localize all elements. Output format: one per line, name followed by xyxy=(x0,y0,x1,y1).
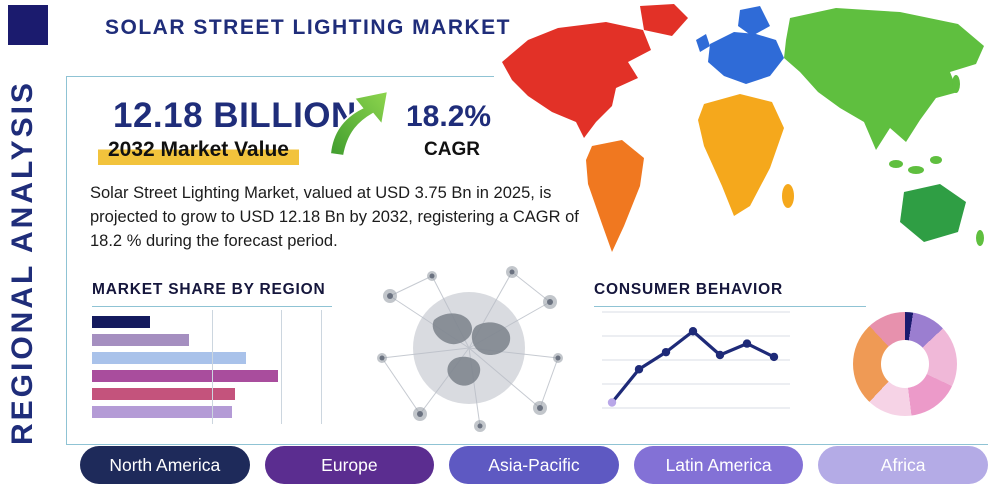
map-region-south-america xyxy=(586,140,644,252)
region-pill-latin-america[interactable]: Latin America xyxy=(633,446,804,484)
growth-arrow-icon xyxy=(328,89,390,158)
line-point-2 xyxy=(661,347,671,357)
consumer-behavior-line xyxy=(602,311,790,409)
donut-hole xyxy=(881,340,929,388)
map-region-australia xyxy=(900,184,966,242)
map-region-asia xyxy=(784,8,984,150)
map-region-greenland xyxy=(640,4,688,36)
market-share-section-title: MARKET SHARE BY REGION xyxy=(92,281,332,307)
region-pill-north-america[interactable]: North America xyxy=(80,446,250,484)
bar-chart-gridline xyxy=(320,310,322,424)
bar-chart-gridline xyxy=(280,310,282,424)
map-region-europe xyxy=(708,32,784,84)
line-point-5 xyxy=(742,339,752,348)
market-value-caption: 2032 Market Value xyxy=(98,137,299,165)
line-point-4 xyxy=(715,350,725,360)
map-region-uk xyxy=(696,34,710,52)
consumer-behavior-section-title: CONSUMER BEHAVIOR xyxy=(594,281,866,307)
region-pill-asia-pacific[interactable]: Asia-Pacific xyxy=(449,446,619,484)
bar-segment-0 xyxy=(92,316,150,328)
map-region-madagascar xyxy=(782,184,794,208)
market-share-bar-chart xyxy=(92,310,322,424)
panel-border-top xyxy=(66,76,494,77)
market-summary-text: Solar Street Lighting Market, valued at … xyxy=(90,184,579,250)
region-pill-africa[interactable]: Africa xyxy=(818,446,988,484)
region-pill-europe[interactable]: Europe xyxy=(264,446,435,484)
line-point-0 xyxy=(607,398,617,407)
region-pills: North America Europe Asia-Pacific Latin Ame… xyxy=(80,446,988,484)
bar-segment-3 xyxy=(92,370,279,382)
map-region-scandinavia xyxy=(738,6,770,36)
line-point-1 xyxy=(634,365,644,374)
bar-segment-2 xyxy=(92,352,247,364)
globe-network-graphic xyxy=(377,266,563,432)
line-point-3 xyxy=(688,327,698,336)
vertical-section-label: REGIONAL ANALYSIS xyxy=(6,80,39,446)
regional-share-donut xyxy=(853,312,957,416)
bar-segment-5 xyxy=(92,406,233,418)
map-region-islands xyxy=(889,75,984,246)
map-region-africa xyxy=(698,94,784,216)
bar-segment-1 xyxy=(92,334,189,346)
brand-logo-square xyxy=(8,5,48,45)
line-point-6 xyxy=(769,352,779,362)
panel-border-left xyxy=(66,76,67,445)
world-map xyxy=(502,4,984,252)
bar-chart-gridline xyxy=(211,310,213,424)
panel-border-bottom xyxy=(66,444,988,445)
map-region-north-america xyxy=(502,22,651,138)
bar-segment-4 xyxy=(92,388,235,400)
cagr-caption: CAGR xyxy=(424,139,480,160)
market-value-stat: 12.18 BILLION xyxy=(113,96,357,135)
cagr-stat: 18.2% xyxy=(406,100,492,133)
page-title: SOLAR STREET LIGHTING MARKET xyxy=(105,16,511,39)
